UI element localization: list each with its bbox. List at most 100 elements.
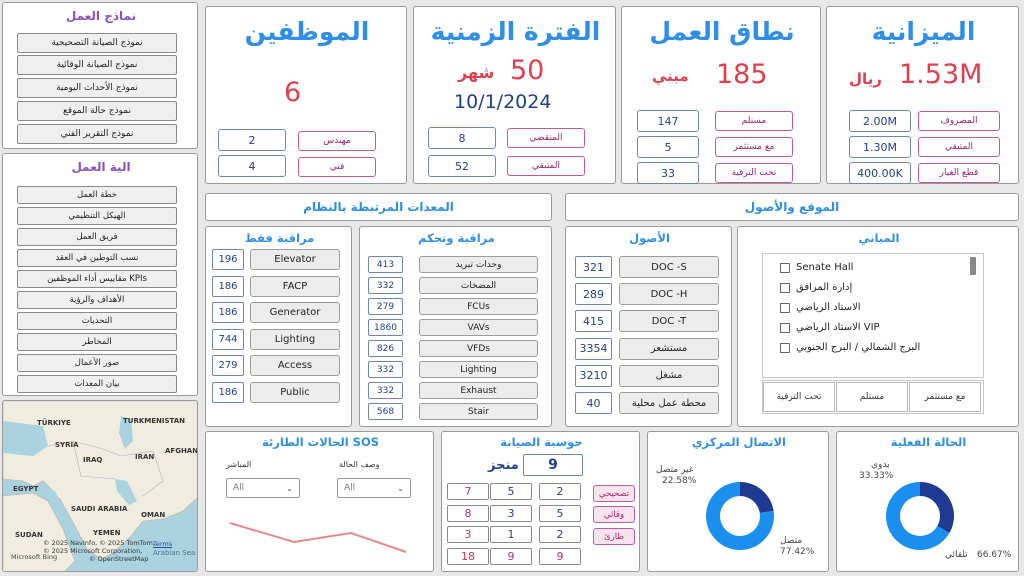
building-item-1[interactable]: إدارة المرافق	[774, 282, 852, 293]
period-card: الفترة الزمنية 50 شهر 10/1/2024 المنقضي …	[413, 6, 616, 184]
period-start-date: 10/1/2024	[454, 91, 552, 113]
nav-kpis-button[interactable]: مقاييس أداء الموظفين KPIs	[17, 270, 177, 288]
maintenance-title: حوسبة الصيانة	[500, 435, 583, 449]
nav-goals-button[interactable]: الأهداف والرؤية	[17, 291, 177, 309]
monitor-only-access-button[interactable]: Access	[250, 355, 340, 376]
budget-unit: ريال	[849, 70, 882, 88]
nav-org-chart-button[interactable]: الهيكل التنظيمي	[17, 207, 177, 225]
actual-state-slice-1[interactable]	[886, 482, 950, 550]
map-label-afghanistan: AFGHANIST	[165, 447, 198, 455]
map-label-arabian-sea: Arabian Sea	[153, 549, 196, 557]
filter-received-button[interactable]: مستلم	[836, 382, 908, 412]
building-item-3[interactable]: الاستاد الرياضي VIP	[774, 322, 880, 333]
form-preventive-button[interactable]: نموذج الصيانة الوقائية	[17, 55, 177, 75]
type-emergency-button[interactable]: طارئ	[593, 528, 635, 545]
form-daily-events-button[interactable]: نموذج الأحداث اليومية	[17, 78, 177, 98]
filter-upgrade-button[interactable]: تحت الترقية	[763, 382, 835, 412]
maintenance-grid-cell: 1	[490, 526, 532, 543]
budget-remaining-label: المتبقي	[918, 137, 1000, 157]
asset-item-button[interactable]: مشغل	[619, 364, 719, 387]
connectivity-donut	[706, 482, 774, 550]
map-credit-1: © 2025 NavInfo, © 2025 TomTom,	[43, 539, 155, 547]
scope-upgrade-value: 33	[637, 162, 699, 184]
land-mass	[3, 401, 197, 560]
filter-investor-button[interactable]: مع مستثمر	[909, 382, 981, 412]
monitor-only-generator-button[interactable]: Generator	[250, 302, 340, 323]
monitor-only-value: 279	[212, 355, 244, 376]
nav-equipment-list-button[interactable]: بيان المعدات	[17, 375, 177, 393]
checkbox-icon[interactable]	[780, 342, 790, 353]
monitor-control-item-button[interactable]: VAVs	[419, 319, 538, 336]
building-item-2[interactable]: الاستاد الرياضي	[774, 302, 861, 313]
nav-photos-button[interactable]: صور الأعمال	[17, 354, 177, 372]
period-remaining-label: المتبقي	[507, 156, 585, 176]
sos-desc-dropdown[interactable]: All ⌄	[337, 478, 411, 498]
sos-direct-dropdown[interactable]: All ⌄	[226, 478, 300, 498]
map-panel[interactable]: TÜRKIYE TURKMENISTAN SYRIA IRAQ IRAN AFG…	[2, 400, 198, 572]
mediterranean	[3, 421, 48, 456]
maintenance-grid-cell: 3	[490, 504, 532, 522]
type-corrective-button[interactable]: تصحيحي	[593, 485, 635, 502]
nav-work-plan-button[interactable]: خطة العمل	[17, 186, 177, 204]
connectivity-online-label: متصل	[780, 536, 803, 546]
nav-challenges-button[interactable]: التحديات	[17, 312, 177, 330]
scope-unit: مبني	[652, 67, 689, 85]
monitor-control-item-button[interactable]: وحدات تبريد	[419, 256, 538, 273]
monitor-control-item-button[interactable]: Lighting	[419, 361, 538, 378]
map-canvas[interactable]	[3, 401, 198, 572]
forms-panel: نماذج العمل نموذج الصيانة التصحيحية نموذ…	[2, 2, 198, 149]
asset-item-button[interactable]: DOC -T	[619, 310, 719, 333]
monitor-only-value: 744	[212, 328, 244, 350]
assets-title: الأصول	[629, 231, 670, 245]
checkbox-icon[interactable]	[780, 302, 790, 313]
nav-team-button[interactable]: فريق العمل	[17, 228, 177, 246]
form-site-status-button[interactable]: نموذج حالة الموقع	[17, 101, 177, 121]
monitor-control-item-button[interactable]: Exhaust	[419, 382, 538, 399]
map-terms-link[interactable]: Terms	[153, 540, 173, 548]
connectivity-offline-pct: 22.58%	[662, 476, 697, 486]
map-label-turkmenistan: TURKMENISTAN	[123, 417, 186, 425]
monitor-control-value: 413	[368, 256, 403, 273]
caspian	[119, 416, 133, 449]
monitor-control-value: 1860	[368, 319, 403, 336]
border-3	[120, 450, 164, 497]
building-label: إدارة المرافق	[796, 282, 853, 293]
building-item-4[interactable]: البرج الشمالي / البرج الجنوبي	[774, 342, 920, 353]
buildings-slicer-list	[762, 253, 984, 378]
monitor-only-lighting-button[interactable]: Lighting	[250, 328, 340, 350]
asset-item-button[interactable]: مستشعر	[619, 337, 719, 360]
asset-item-button[interactable]: DOC -S	[619, 256, 719, 278]
buildings-scrollbar[interactable]	[970, 257, 976, 275]
monitor-control-item-button[interactable]: Stair	[419, 403, 538, 420]
maintenance-grid-cell: 18	[447, 547, 489, 565]
asset-item-button[interactable]: DOC -H	[619, 283, 719, 306]
monitor-control-item-button[interactable]: VFDs	[419, 340, 538, 357]
monitor-only-public-button[interactable]: Public	[250, 381, 340, 403]
budget-spare-parts-label: قطع الغيار	[918, 163, 1000, 183]
map-label-egypt: EGYPT	[13, 485, 39, 493]
nav-risks-button[interactable]: المخاطر	[17, 333, 177, 351]
asset-item-button[interactable]: محطة عمل محلية	[619, 392, 719, 414]
checkbox-icon[interactable]	[780, 322, 790, 333]
connectivity-slice-0[interactable]	[740, 482, 774, 513]
staff-technician-label: فني	[298, 157, 376, 177]
staff-engineer-value: 2	[218, 129, 286, 151]
form-corrective-button[interactable]: نموذج الصيانة التصحيحية	[17, 33, 177, 53]
form-technical-report-button[interactable]: نموذج التقرير الفني	[17, 124, 177, 144]
monitor-control-item-button[interactable]: المضخات	[419, 277, 538, 294]
checkbox-icon[interactable]	[780, 262, 790, 273]
monitor-control-item-button[interactable]: FCUs	[419, 298, 538, 315]
maintenance-grid-cell: 2	[539, 526, 581, 543]
monitor-only-elevator-button[interactable]: Elevator	[250, 249, 340, 270]
budget-spent-label: المصروف	[918, 111, 1000, 131]
maintenance-grid-cell: 5	[539, 504, 581, 522]
connectivity-slice-1[interactable]	[706, 482, 774, 550]
nav-localization-button[interactable]: نسب التوطين في العقد	[17, 249, 177, 267]
map-label-saudi: SAUDI ARABIA	[71, 505, 128, 513]
scope-card: نطاق العمل 185 مبني مستلم 147 مع مستثمر …	[621, 6, 821, 184]
building-item-0[interactable]: Senate Hall	[774, 262, 853, 273]
checkbox-icon[interactable]	[780, 282, 790, 293]
monitor-only-facp-button[interactable]: FACP	[250, 275, 340, 297]
type-preventive-button[interactable]: وقائي	[593, 506, 635, 523]
actual-state-slice-0[interactable]	[920, 482, 954, 533]
